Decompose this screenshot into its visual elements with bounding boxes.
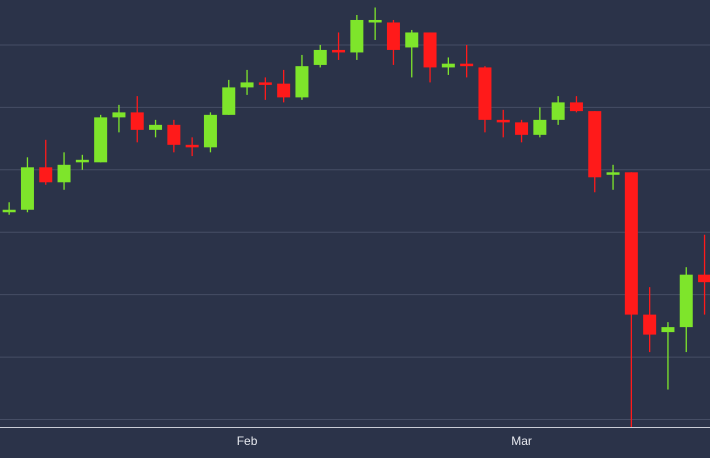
candle-body — [533, 119, 547, 135]
candle-body — [39, 167, 53, 183]
candle-body — [185, 144, 199, 148]
candle-body — [57, 164, 71, 183]
candle-body — [386, 22, 400, 50]
candle-body — [203, 114, 217, 148]
x-tick-label: Mar — [511, 434, 532, 448]
candle-body — [496, 119, 510, 123]
candle-body — [94, 117, 108, 163]
candle-body — [661, 327, 675, 333]
candle-body — [258, 82, 272, 85]
candle-body — [643, 314, 657, 335]
candle-body — [569, 102, 583, 112]
candle-body — [588, 111, 602, 178]
candle-body — [167, 124, 181, 145]
candle-body — [313, 49, 327, 65]
candle-body — [130, 112, 144, 130]
candle-body — [551, 102, 565, 120]
candle-body — [350, 19, 364, 53]
candle-body — [606, 172, 620, 175]
candle-body — [240, 82, 254, 88]
candle-body — [149, 124, 163, 130]
candle-body — [295, 66, 309, 98]
candle-body — [368, 19, 382, 23]
candle-body — [75, 159, 89, 163]
candle-body — [679, 274, 693, 328]
candle-body — [460, 63, 474, 67]
candle-body — [515, 122, 529, 135]
x-tick-label: Feb — [237, 434, 258, 448]
candle-body — [112, 112, 126, 118]
candle-body — [624, 172, 638, 315]
candle-body — [277, 83, 291, 98]
candle-body — [332, 49, 346, 53]
candle-body — [405, 32, 419, 48]
candle-body — [222, 87, 236, 115]
candle-body — [423, 32, 437, 68]
candle-body — [20, 167, 34, 210]
candle-body — [441, 63, 455, 68]
candle-body — [478, 67, 492, 120]
candle-body — [698, 274, 710, 283]
candle-body — [2, 209, 16, 213]
